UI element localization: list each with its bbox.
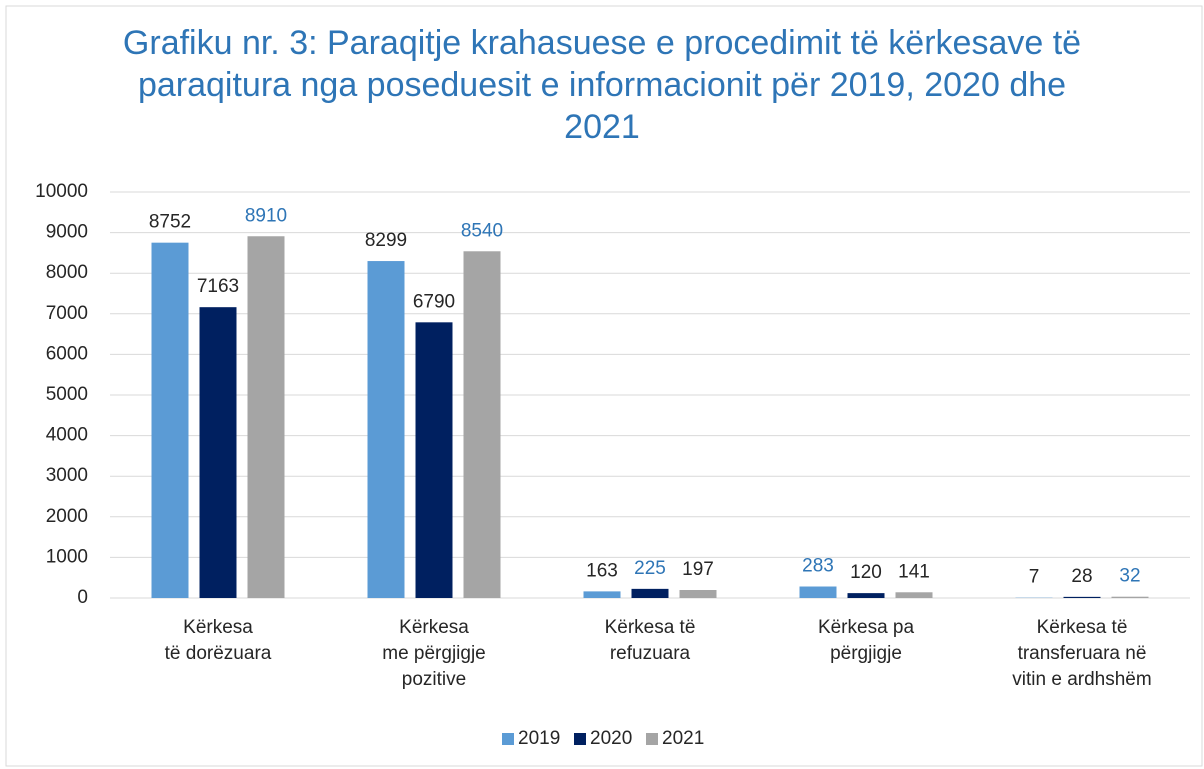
- x-tick-label: Kërkesa pa: [818, 617, 915, 638]
- legend-swatch: [502, 733, 514, 745]
- legend-label: 2020: [590, 728, 632, 749]
- bar: [895, 592, 933, 598]
- legend-swatch: [646, 733, 658, 745]
- value-label: 141: [898, 561, 930, 582]
- y-tick-label: 7000: [46, 303, 88, 324]
- bar: [799, 586, 837, 598]
- x-tick-label: Kërkesa të: [1037, 617, 1128, 638]
- y-tick-label: 9000: [46, 222, 88, 243]
- bar: [847, 593, 885, 598]
- value-label: 8540: [461, 220, 503, 241]
- y-tick-label: 5000: [46, 384, 88, 405]
- legend-label: 2021: [662, 728, 704, 749]
- value-label: 32: [1119, 566, 1140, 587]
- bar: [367, 261, 405, 598]
- chart-title: Grafiku nr. 3: Paraqitje krahasuese e pr…: [122, 24, 1082, 146]
- bar: [583, 591, 621, 598]
- x-tick-label: Kërkesa: [399, 617, 469, 638]
- x-tick-label: Kërkesa të: [605, 617, 696, 638]
- value-label: 283: [802, 556, 834, 577]
- value-label: 8299: [365, 230, 407, 251]
- value-label: 120: [850, 562, 882, 583]
- x-tick-label: me përgjigje: [382, 643, 486, 664]
- x-tick-label: refuzuara: [610, 643, 691, 664]
- value-label: 6790: [413, 291, 455, 312]
- x-tick-label: pozitive: [402, 669, 466, 690]
- bar: [247, 236, 285, 598]
- value-label: 8910: [245, 205, 287, 226]
- bar: [631, 588, 669, 598]
- x-tick-label: transferuara në: [1018, 643, 1147, 664]
- y-tick-label: 1000: [46, 546, 88, 567]
- bar: [463, 251, 501, 598]
- x-tick-label: përgjigje: [830, 643, 902, 664]
- value-label: 7163: [197, 276, 239, 297]
- y-tick-label: 3000: [46, 465, 88, 486]
- bar: [1111, 596, 1149, 598]
- x-tick-label: të dorëzuara: [165, 643, 272, 664]
- y-tick-label: 8000: [46, 262, 88, 283]
- bar: [679, 590, 717, 598]
- bar: [151, 242, 189, 598]
- y-tick-label: 0: [77, 587, 88, 608]
- bar: [415, 322, 453, 598]
- value-label: 163: [586, 560, 618, 581]
- chart-border: [5, 5, 1203, 767]
- bar: [1063, 596, 1101, 598]
- value-label: 197: [682, 559, 714, 580]
- y-tick-label: 4000: [46, 425, 88, 446]
- y-tick-label: 6000: [46, 343, 88, 364]
- bar: [199, 307, 237, 598]
- value-label: 28: [1071, 566, 1092, 587]
- y-tick-label: 10000: [35, 181, 88, 202]
- x-tick-label: Kërkesa: [183, 617, 253, 638]
- legend-label: 2019: [518, 728, 560, 749]
- value-label: 7: [1029, 567, 1040, 588]
- value-label: 225: [634, 558, 666, 579]
- value-label: 8752: [149, 212, 191, 233]
- x-tick-label: vitin e ardhshëm: [1012, 669, 1151, 690]
- legend-swatch: [574, 733, 586, 745]
- y-tick-label: 2000: [46, 506, 88, 527]
